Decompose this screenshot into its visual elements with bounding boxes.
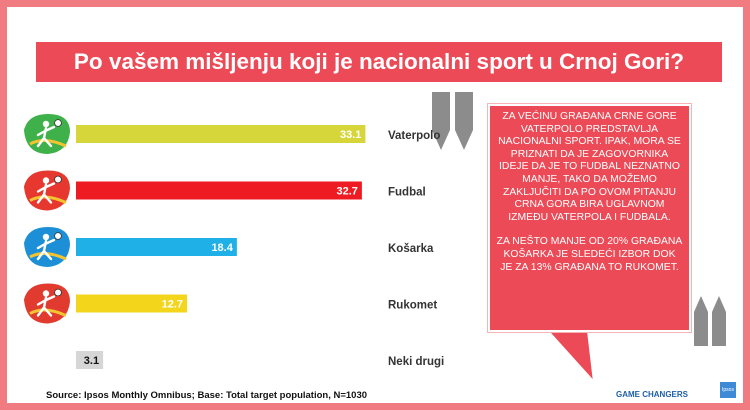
brand-tagline: GAME CHANGERS xyxy=(616,390,689,399)
ipsos-logo: Ipsos xyxy=(720,382,736,398)
bar-1 xyxy=(76,125,366,143)
chart-title: Po vašem mišljenju koji je nacionalni sp… xyxy=(36,42,722,82)
bar-5 xyxy=(76,351,104,369)
bar-value-label-1: 33.1 xyxy=(340,129,361,141)
handball-icon xyxy=(24,283,70,324)
quote-paragraph-1: Za većinu građana Crne Gore vaterpolo pr… xyxy=(498,111,681,223)
bar-3 xyxy=(76,238,237,256)
quote-bubble: Za većinu građana Crne Gore vaterpolo pr… xyxy=(488,104,691,332)
bar-2 xyxy=(76,181,362,200)
bar-value-label-5: 3.1 xyxy=(84,355,99,367)
right-quote-mark-icon xyxy=(694,296,726,346)
category-label-1: Vaterpolo xyxy=(388,130,440,142)
category-label-5: Neki drugi xyxy=(388,356,444,368)
basketball-icon xyxy=(24,227,70,267)
source-note: Source: Ipsos Monthly Omnibus; Base: Tot… xyxy=(46,390,368,401)
bar-value-label-4: 12.7 xyxy=(162,299,183,311)
category-label-4: Rukomet xyxy=(388,300,437,312)
quote-paragraph-2: Za nešto manje od 20% građana košarka je… xyxy=(496,236,683,273)
category-label-2: Fudbal xyxy=(388,187,426,199)
water-polo-icon xyxy=(24,114,70,154)
left-quote-mark-icon xyxy=(432,92,473,150)
football-icon xyxy=(24,170,70,211)
bar-value-label-2: 32.7 xyxy=(336,186,357,198)
bar-value-label-3: 18.4 xyxy=(211,242,233,254)
quote-bubble-tail xyxy=(545,330,596,386)
category-label-3: Košarka xyxy=(388,243,434,255)
bar-4 xyxy=(76,294,188,313)
